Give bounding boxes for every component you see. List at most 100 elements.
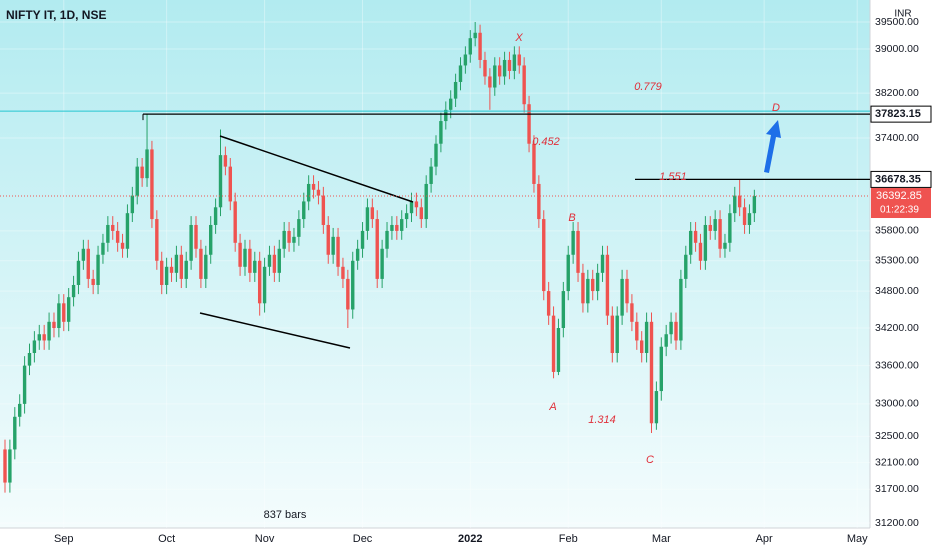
x-tick-label: Oct [158,533,175,545]
countdown: 01:22:39 [880,205,919,216]
candle-body [380,248,384,279]
price-label-box [870,105,932,123]
candle-body [169,266,174,273]
candle-body [591,278,595,292]
candle-body [444,109,448,122]
annotation: A [548,401,556,413]
candle-body [537,183,541,220]
x-tick-label: 2022 [458,533,482,545]
chart-title: NIFTY IT, 1D, NSE [6,8,106,22]
annotation: X [514,32,523,44]
candle-body [404,213,409,220]
x-tick-label: Sep [54,533,74,545]
candle-body [375,219,379,279]
candle-body [238,242,242,267]
last-price-box [871,188,931,219]
y-tick-label: 33600.00 [875,359,919,371]
candle-body [635,321,639,341]
candle-body [179,254,184,279]
candle-body [586,278,590,304]
candle-body [664,334,668,347]
candle-body [493,65,497,88]
candle-body [370,207,375,220]
candle-body [355,248,360,261]
x-tick-label: May [847,533,868,545]
candle-body [605,254,610,316]
candle-body [86,248,90,279]
candle-body [698,242,703,261]
candle-body [497,65,502,77]
candle-body [111,224,115,231]
candle-body [649,321,654,424]
candle-body [306,183,311,202]
candle-body [282,230,286,249]
candle-body [199,248,203,279]
candle-body [13,416,17,450]
candle-body [395,224,399,231]
candle-body [115,230,120,243]
candle-body [365,207,370,231]
candle-body [91,278,95,285]
candles [3,21,757,493]
drawings [199,135,414,349]
candle-body [316,189,321,196]
candle-body [546,291,551,316]
candle-body [542,219,546,292]
candle-body [409,201,414,214]
candle-body [336,236,340,267]
candle-body [517,54,521,66]
candle-body [527,104,531,144]
candle-body [507,59,512,71]
candle-body [155,219,159,261]
price-axis [870,0,932,550]
candle-body [718,219,722,249]
candle-body [57,303,61,329]
candle-body [448,98,453,110]
candle-body [468,38,472,55]
candle-body [693,230,698,243]
candle-body [130,195,135,214]
candle-body [566,254,570,292]
candle-body [571,230,575,255]
candle-body [101,242,105,255]
candle-body [522,65,526,105]
candle-body [71,284,76,298]
candle-body [615,315,619,354]
annotation: C [646,454,654,466]
candle-body [22,365,27,404]
candle-body [8,449,12,483]
candle-body [532,143,536,184]
candle-body [733,195,737,214]
candle-body [248,248,252,273]
y-tick-label: 37400.00 [875,132,919,144]
candle-body [135,166,139,196]
candle-body [752,196,757,214]
candle-body [488,76,492,88]
candle-body [434,143,438,167]
candle-body [262,266,267,304]
candle-body [512,54,517,71]
candle-body [561,291,566,329]
candle-body [424,183,428,220]
arrow [764,120,781,173]
y-tick-label: 32100.00 [875,456,919,468]
candle-body [419,207,424,220]
candle-body [106,224,110,243]
candle-body [160,260,164,285]
candle-body [81,248,86,261]
y-tick-label: 31200.00 [875,517,919,529]
candle-body [703,224,708,261]
candle-body [189,224,193,261]
candle-body [595,272,600,292]
candle-body [62,303,66,322]
candle-body [213,207,218,225]
candle-body [713,219,717,231]
plot-background [0,0,870,528]
bars-count: 837 bars [264,509,307,521]
candle-body [463,54,468,66]
candle-body [679,278,683,341]
annotation: 0.452 [532,136,560,148]
candle-body [17,403,22,417]
candle-body [473,32,477,39]
y-tick-label: 39000.00 [875,43,919,55]
